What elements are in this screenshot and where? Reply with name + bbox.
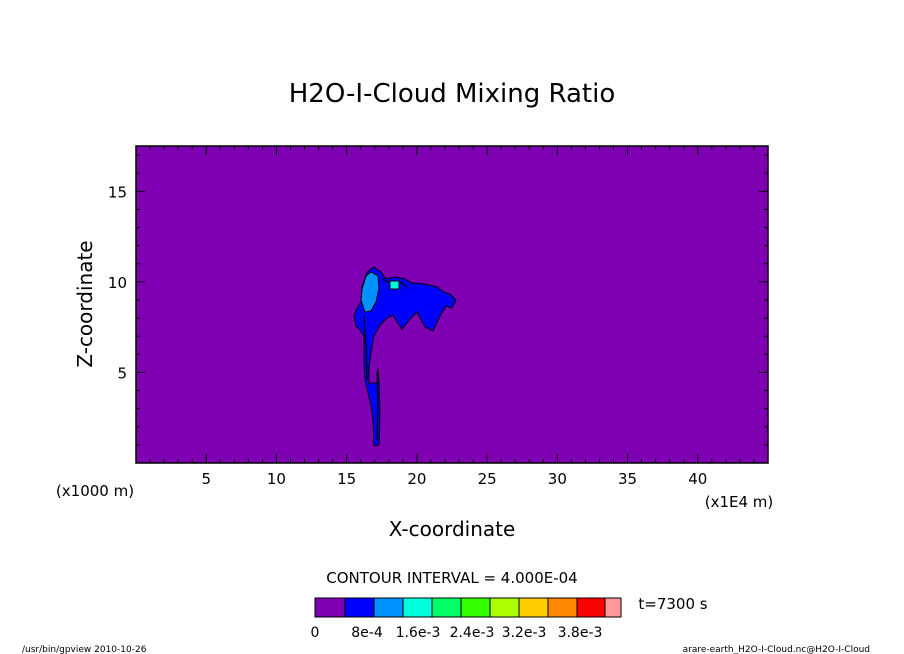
colorbar-swatch (460, 597, 491, 618)
x-tick-label: 15 (337, 470, 356, 488)
y-tick-label: 10 (108, 274, 127, 292)
x-tick-label: 25 (478, 470, 497, 488)
cloud-region-level-2 (360, 271, 380, 313)
colorbar-swatch (373, 597, 404, 618)
chart-title: H2O-I-Cloud Mixing Ratio (289, 79, 616, 109)
colorbar-tick-label: 3.2e-3 (502, 625, 547, 641)
x-unit-left: (x1000 m) (56, 482, 134, 500)
y-tick-label: 15 (108, 183, 127, 201)
x-tick-label: 20 (407, 470, 426, 488)
y-axis-label: Z-coordinate (73, 240, 97, 367)
colorbar-tick-label: 1.6e-3 (396, 625, 441, 641)
colorbar-swatch (314, 597, 346, 618)
footer-left: /usr/bin/gpview 2010-10-26 (22, 645, 147, 654)
axis-ticks: 5 10 15 20 25 30 35 40 5 10 15 (108, 146, 768, 488)
colorbar-swatch (576, 597, 606, 618)
colorbar-swatch (344, 597, 375, 618)
x-unit-right: (x1E4 m) (705, 493, 774, 511)
cloud-region-level-3 (389, 280, 400, 290)
x-tick-label: 30 (548, 470, 567, 488)
x-tick-label: 35 (618, 470, 637, 488)
colorbar-swatch (402, 597, 433, 618)
contour-interval: CONTOUR INTERVAL = 4.000E-04 (326, 569, 577, 587)
plot-area: 5 10 15 20 25 30 35 40 5 10 15 (108, 145, 769, 488)
footer-right: arare-earth_H2O-I-Cloud.nc@H2O-I-Cloud (683, 645, 870, 654)
colorbar: 0 8e-4 1.6e-3 2.4e-3 3.2e-3 3.8e-3 (311, 597, 622, 641)
colorbar-swatch (604, 597, 622, 618)
colorbar-swatch (547, 597, 578, 618)
colorbar-swatch (431, 597, 462, 618)
colorbar-tick-label: 0 (311, 625, 320, 641)
colorbar-tick-label: 8e-4 (351, 625, 383, 641)
colorbar-swatch (489, 597, 520, 618)
cloud-region-level-1 (353, 266, 457, 447)
x-tick-label: 5 (201, 470, 211, 488)
cloud-contour-lines (363, 278, 407, 441)
colorbar-swatch (518, 597, 549, 618)
time-label: t=7300 s (638, 595, 707, 613)
colorbar-tick-label: 3.8e-3 (558, 625, 603, 641)
x-tick-label: 40 (688, 470, 707, 488)
y-tick-label: 5 (117, 364, 127, 382)
x-axis-label: X-coordinate (389, 517, 516, 541)
colorbar-tick-label: 2.4e-3 (450, 625, 495, 641)
plot-frame (135, 145, 769, 464)
x-tick-label: 10 (267, 470, 286, 488)
